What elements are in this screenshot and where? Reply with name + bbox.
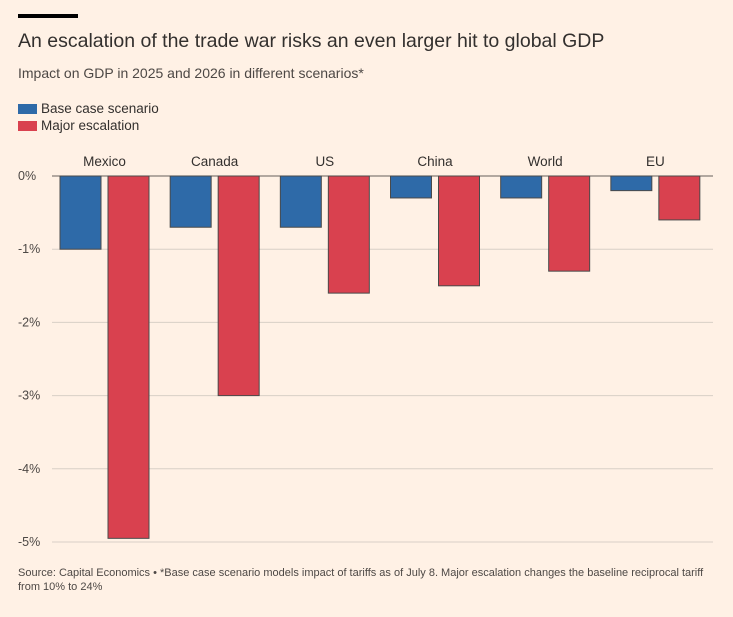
y-tick-label: -3% <box>18 389 40 403</box>
brand-bar <box>18 14 78 18</box>
bar-china-base <box>390 175 432 199</box>
bar-canada-base <box>169 175 212 228</box>
chart-subtitle: Impact on GDP in 2025 and 2026 in differ… <box>18 65 364 81</box>
bar-china-escalation <box>438 175 480 287</box>
legend: Base case scenario Major escalation <box>18 100 159 134</box>
bar-world-base <box>500 175 543 199</box>
bar-canada-escalation <box>217 175 260 397</box>
legend-label-escalation: Major escalation <box>41 118 140 133</box>
bar-mexico-escalation <box>107 175 150 539</box>
bar-chart: 0% -1% -2% -3% -4% -5% Mexico Canada US China Worl… <box>18 154 713 549</box>
category-label: EU <box>646 154 665 169</box>
category-label: Mexico <box>83 154 126 169</box>
source-note: Source: Capital Economics • *Base case s… <box>18 567 704 593</box>
y-tick-label: -2% <box>18 315 40 329</box>
bar-us-base <box>279 175 322 228</box>
y-tick-label: 0% <box>18 169 36 183</box>
bar-eu-escalation <box>658 175 701 221</box>
legend-label-base: Base case scenario <box>41 101 159 116</box>
y-tick-label: -5% <box>18 535 40 549</box>
bar-us-escalation <box>327 175 370 294</box>
category-label: China <box>417 154 453 169</box>
legend-item-escalation: Major escalation <box>18 117 159 134</box>
bar-eu-base <box>610 175 653 192</box>
y-tick-label: -1% <box>18 242 40 256</box>
bar-world-escalation <box>548 175 591 272</box>
legend-swatch-escalation <box>18 120 37 131</box>
chart-title: An escalation of the trade war risks an … <box>18 30 605 52</box>
legend-swatch-base <box>18 103 37 114</box>
legend-item-base: Base case scenario <box>18 100 159 117</box>
category-label: Canada <box>191 154 239 169</box>
category-label: US <box>315 154 334 169</box>
y-tick-label: -4% <box>18 462 40 476</box>
bar-mexico-base <box>59 175 102 250</box>
category-label: World <box>528 154 563 169</box>
